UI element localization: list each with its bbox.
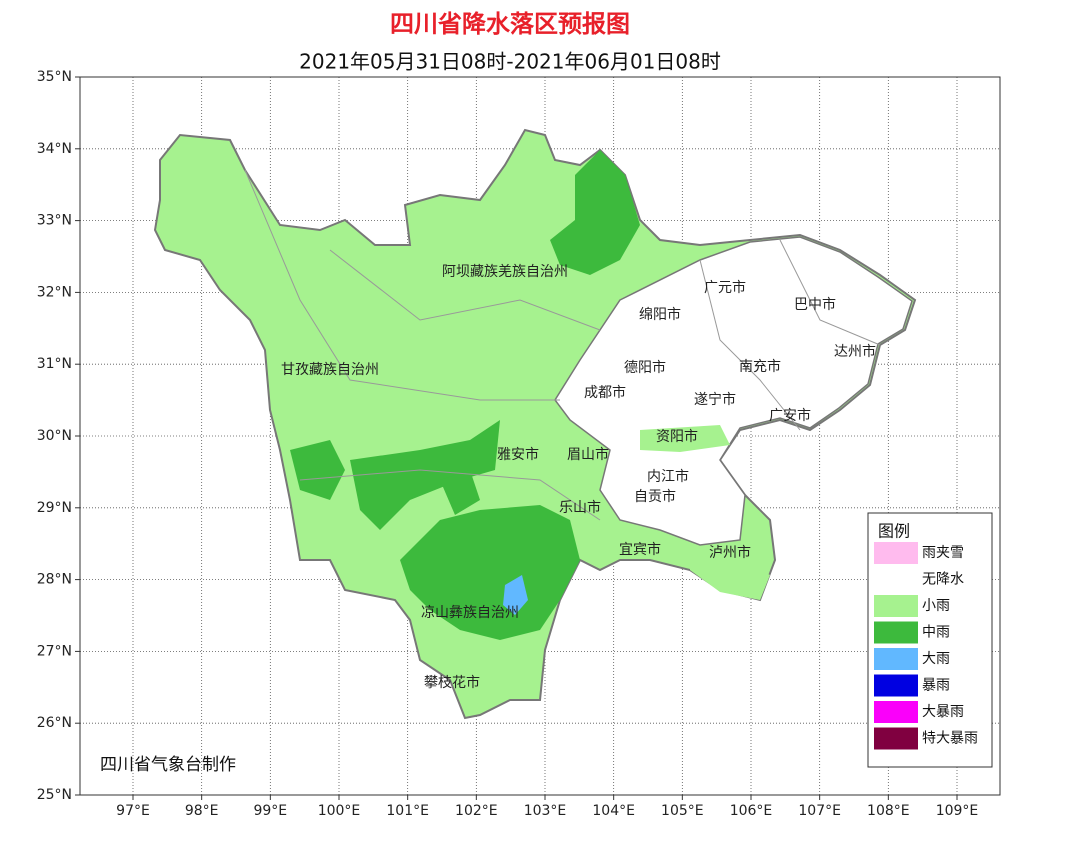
region-label: 内江市 [647,468,689,485]
lon-tick-label: 102°E [455,803,498,819]
region-label: 资阳市 [656,428,698,445]
region-label: 攀枝花市 [424,674,480,691]
region-label: 凉山彝族自治州 [421,605,519,621]
lon-tick-label: 105°E [661,803,704,819]
legend-swatch [874,542,918,564]
legend-label: 大雨 [922,651,950,667]
region-label: 德阳市 [624,359,666,376]
moderate-rain-patch [400,505,580,640]
region-label: 遂宁市 [694,391,736,408]
region-label: 眉山市 [567,446,609,463]
legend-swatch [874,727,918,750]
lat-tick-label: 34°N [37,141,72,157]
legend-label: 大暴雨 [922,704,964,720]
region-label: 自贡市 [634,488,676,505]
subtitle: 2021年05月31日08时-2021年06月01日08时 [299,50,721,74]
no-rain-area [554,236,913,546]
heavy-rain-patch [503,575,528,615]
lat-tick-label: 26°N [37,715,72,731]
legend-swatch [874,701,918,723]
region-label: 宜宾市 [619,541,661,558]
light-rain-patch [640,425,730,452]
lat-tick-label: 33°N [37,213,72,229]
legend-title: 图例 [878,522,910,541]
lon-tick-label: 100°E [318,803,361,819]
legend-label: 无降水 [922,572,964,588]
boundaries [244,169,881,521]
lat-tick-label: 30°N [37,428,72,444]
lon-tick-label: 109°E [936,803,979,819]
moderate-rain-patch [290,440,345,500]
boundary-line [329,249,601,331]
legend-swatch [874,595,918,617]
legend-swatch [874,648,918,670]
legend-swatch [874,568,918,591]
lon-tick-label: 98°E [185,803,219,819]
region-label: 成都市 [584,384,626,401]
region-label: 泸州市 [709,544,751,561]
legend-label: 特大暴雨 [922,731,978,747]
lat-tick-label: 32°N [37,284,72,300]
plot-frame [79,76,1001,796]
lon-tick-label: 108°E [867,803,910,819]
boundary-line [244,169,560,401]
lat-tick-label: 35°N [37,69,72,85]
lat-tick-label: 27°N [37,643,72,659]
region-label: 巴中市 [794,296,836,313]
lat-tick-label: 29°N [37,500,72,516]
legend-label: 暴雨 [922,678,950,694]
legend-swatch [874,621,918,644]
moderate-rain-patch [550,150,640,275]
title: 四川省降水落区预报图 [390,10,630,38]
region-label: 乐山市 [559,499,601,516]
lat-tick-label: 25°N [37,787,72,803]
lon-tick-label: 106°E [730,803,773,819]
lon-tick-label: 107°E [798,803,841,819]
lon-tick-label: 104°E [592,803,635,819]
credit: 四川省气象台制作 [100,755,236,775]
region-label: 阿坝藏族羌族自治州 [442,264,568,280]
region-label: 达州市 [834,343,876,360]
region-label: 雅安市 [497,446,539,463]
region-label: 南充市 [739,358,781,375]
region-label: 绵阳市 [639,306,681,323]
legend-label: 中雨 [922,625,950,641]
legend-swatch [874,674,918,697]
boundary-line [779,239,881,346]
region-label: 甘孜藏族自治州 [281,362,379,378]
legend-label: 雨夹雪 [922,545,964,561]
moderate-rain-areas [290,150,640,640]
region-label: 广安市 [769,407,811,424]
boundary-line [299,469,601,521]
lon-tick-label: 101°E [386,803,429,819]
legend-label: 小雨 [922,598,950,614]
moderate-rain-patch [350,420,500,530]
light-rain-patch [690,555,770,600]
lat-tick-label: 28°N [37,572,72,588]
lat-tick-label: 31°N [37,356,72,372]
boundary-line [699,259,801,431]
moderate-rain-patch [440,470,480,515]
lon-tick-label: 97°E [116,803,150,819]
region-label: 广元市 [704,279,746,296]
lon-tick-label: 103°E [524,803,567,819]
lon-tick-label: 99°E [253,803,287,819]
